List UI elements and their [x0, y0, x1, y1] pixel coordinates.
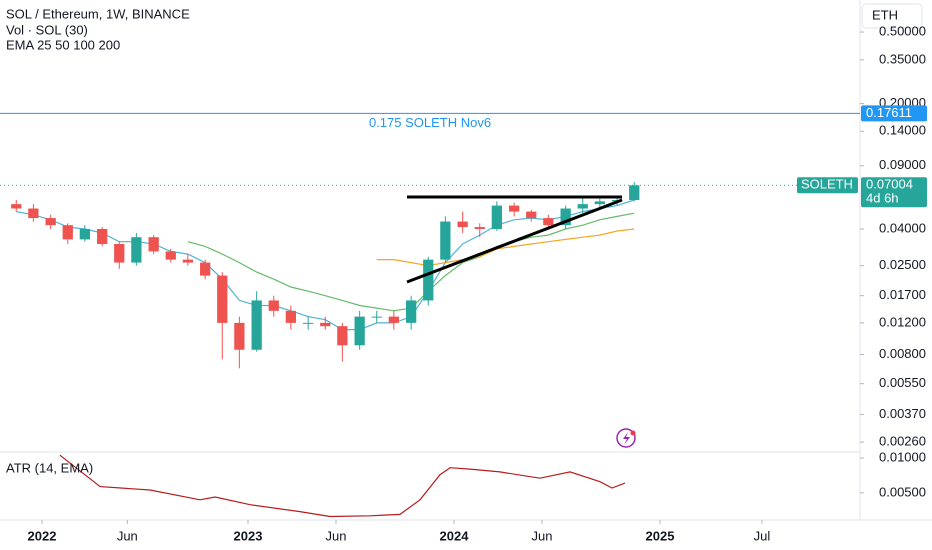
level-tag: [861, 105, 927, 122]
candle-body: [337, 326, 348, 346]
candle-body: [268, 300, 279, 311]
atr-line: [59, 454, 626, 518]
x-tick-label: Jul: [754, 528, 771, 543]
y-tick-label: 0.01000: [879, 449, 926, 464]
chart-title: SOL / Ethereum, 1W, BINANCE: [6, 6, 190, 21]
currency-button[interactable]: [861, 3, 923, 29]
candle-body: [79, 228, 90, 240]
y-tick-label: 0.00550: [879, 375, 926, 390]
plot: 0.175 SOLETH Nov6: [0, 112, 860, 518]
candle-body: [526, 211, 537, 219]
y-tick-label: 0.00370: [879, 406, 926, 421]
candle-body: [474, 227, 485, 229]
alert-bolt: [623, 432, 630, 445]
symbol-tag: [797, 177, 858, 194]
symbol-tag-label: SOLETH: [801, 177, 853, 192]
candle-body: [543, 218, 554, 226]
x-tick-label: Jun: [117, 528, 138, 543]
x-tick-label: Jun: [531, 528, 552, 543]
candle-body: [406, 300, 417, 323]
candle-body: [560, 208, 571, 226]
alert-dot: [630, 430, 636, 436]
candle-body: [423, 259, 434, 301]
countdown-label: 4d 6h: [866, 191, 899, 206]
candle-body: [388, 316, 399, 323]
y-tick-label: 0.35000: [879, 51, 926, 66]
y-tick-label: 0.00260: [879, 434, 926, 449]
currency-label[interactable]: ETH: [872, 7, 898, 22]
candle-body: [45, 218, 56, 226]
trend-line: [406, 198, 623, 284]
candle-body: [131, 237, 142, 263]
legend-line: Vol · SOL (30): [6, 22, 88, 37]
ema-line: [376, 228, 635, 267]
y-tick-label: 0.01700: [879, 287, 926, 302]
candle-body: [200, 262, 211, 276]
candle-body: [234, 322, 245, 350]
y-tick-label: 0.50000: [879, 23, 926, 38]
candle-body: [28, 208, 39, 219]
level-label: 0.175 SOLETH Nov6: [369, 115, 491, 130]
x-tick-label: 2024: [440, 528, 470, 543]
candle-body: [354, 316, 365, 346]
candle-body: [62, 225, 73, 240]
candle-body: [217, 275, 228, 323]
x-tick-label: 2025: [646, 528, 675, 543]
candle-body: [165, 251, 176, 260]
legend-line: EMA 25 50 100 200: [6, 37, 120, 52]
candle-body: [371, 316, 382, 318]
candle-body: [148, 237, 159, 252]
candle-body: [251, 300, 262, 350]
x-tick-label: 2022: [28, 528, 57, 543]
x-tick-label: Jun: [325, 528, 346, 543]
y-tick-label: 0.04000: [879, 220, 926, 235]
candle-body: [114, 243, 125, 263]
candle-body: [594, 201, 605, 205]
y-tick-label: 0.02500: [879, 257, 926, 272]
y-tick-label: 0.01200: [879, 314, 926, 329]
indicator-title: ATR (14, EMA): [6, 460, 93, 475]
candle-body: [491, 205, 502, 229]
candle-body: [509, 205, 520, 212]
candle-body: [11, 204, 22, 209]
y-tick-label: 0.09000: [879, 157, 926, 172]
candle-body: [320, 322, 331, 327]
candle-body: [577, 204, 588, 209]
candle-body: [629, 185, 640, 201]
candle-body: [97, 228, 108, 244]
level-tag-label: 0.17611: [866, 105, 912, 120]
price-tag: [861, 177, 927, 208]
y-tick-label: 0.14000: [879, 123, 926, 138]
candle-body: [182, 259, 193, 263]
price-tag-label: 0.07004: [866, 177, 913, 192]
candle-body: [457, 221, 468, 228]
candle-body: [440, 221, 451, 260]
candle-body: [285, 310, 296, 323]
candle-body: [303, 322, 314, 324]
y-tick-label: 0.00800: [879, 346, 926, 361]
y-tick-label: 0.00500: [879, 484, 926, 499]
x-tick-label: 2023: [234, 528, 263, 543]
